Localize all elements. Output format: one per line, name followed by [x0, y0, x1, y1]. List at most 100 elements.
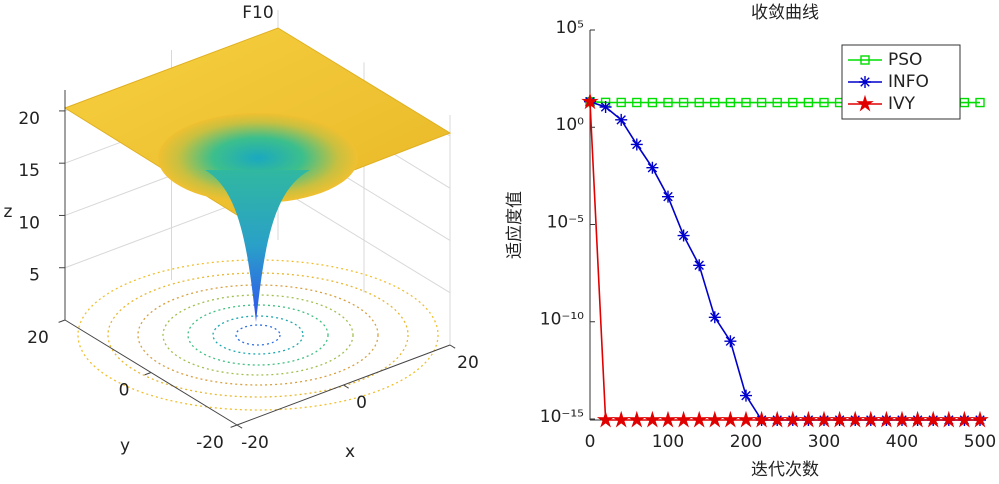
legend-label: IVY — [888, 94, 916, 114]
marker — [693, 259, 706, 272]
y-tick-label: 20 — [27, 328, 49, 348]
marker — [596, 410, 615, 428]
x-axis-label: x — [345, 442, 355, 462]
x-tick-label: 100 — [652, 432, 684, 452]
x-axis — [236, 344, 451, 426]
marker — [772, 97, 782, 108]
marker — [710, 97, 720, 108]
marker — [846, 410, 864, 428]
marker — [737, 410, 755, 428]
contour — [137, 284, 379, 386]
marker — [647, 97, 658, 108]
legend-marker — [859, 76, 871, 88]
x-tick-label: 200 — [730, 432, 762, 452]
series-line — [589, 100, 980, 421]
y-tick-label: 10⁵ — [556, 18, 584, 38]
chart-title: F10 — [242, 3, 273, 23]
marker — [893, 410, 911, 428]
tick-mark — [449, 344, 456, 349]
marker — [784, 410, 802, 428]
marker — [677, 229, 690, 242]
marker — [955, 410, 974, 428]
marker — [862, 410, 880, 428]
y-axis-label: 适应度值 — [505, 191, 525, 259]
marker — [924, 410, 942, 428]
contour — [162, 294, 354, 376]
tick-mark — [230, 424, 238, 428]
z-axis-label: z — [4, 202, 13, 222]
y-tick-label: 10⁰ — [556, 115, 585, 135]
marker — [741, 97, 751, 108]
marker — [830, 410, 849, 428]
z-tick-label: 10 — [18, 213, 40, 233]
marker — [690, 410, 708, 428]
x-tick-label: -20 — [241, 433, 269, 453]
x-tick-label: 500 — [964, 432, 996, 452]
contour — [212, 315, 304, 355]
y-tick-label: 0 — [119, 381, 130, 401]
marker — [877, 410, 896, 428]
marker — [940, 410, 958, 428]
marker — [959, 97, 970, 108]
y-axis-label: y — [120, 436, 130, 456]
marker — [663, 97, 673, 108]
legend-marker — [856, 94, 874, 112]
chart-title: 收敛曲线 — [751, 3, 819, 23]
contour — [187, 304, 329, 366]
marker — [662, 190, 674, 203]
marker — [724, 335, 737, 348]
tick-mark — [144, 372, 152, 376]
marker — [708, 311, 721, 324]
marker — [646, 161, 659, 174]
contour — [235, 324, 281, 346]
x-tick-label: 300 — [808, 432, 840, 452]
marker — [768, 410, 786, 428]
marker — [975, 97, 985, 108]
legend-label: PSO — [888, 50, 922, 70]
legend-marker — [860, 55, 870, 65]
marker — [725, 97, 736, 108]
marker — [752, 410, 771, 428]
marker — [615, 113, 628, 126]
marker — [971, 410, 989, 428]
x-axis-label: 迭代次数 — [751, 460, 819, 480]
marker — [721, 410, 740, 428]
y-tick-label: 10⁻¹⁰ — [540, 310, 584, 330]
marker — [659, 410, 677, 428]
x-tick-label: 0 — [585, 432, 596, 452]
y-axis — [64, 319, 238, 426]
series-line — [589, 101, 980, 421]
marker — [632, 97, 642, 108]
marker — [599, 100, 612, 113]
marker — [740, 389, 752, 402]
marker — [630, 138, 643, 151]
x-tick-label: 20 — [457, 353, 479, 373]
surface-panel: F10 x y z 5 10 15 20 -20 0 20 -20 0 20 — [4, 3, 479, 462]
marker — [706, 410, 724, 428]
marker — [612, 410, 630, 428]
x-tick-label: 0 — [356, 393, 367, 413]
marker — [616, 97, 626, 108]
marker — [581, 92, 599, 110]
line-panel: 收敛曲线 迭代次数 适应度值 10⁵ 10⁰ 10⁻⁵ 10⁻¹⁰ 10⁻¹⁵0 100 2… — [505, 3, 996, 480]
z-tick-label: 15 — [18, 161, 40, 181]
marker — [694, 97, 704, 108]
marker — [803, 97, 814, 108]
marker — [628, 410, 646, 428]
marker — [643, 410, 662, 428]
y-tick-label: -20 — [196, 433, 224, 453]
y-tick-label: 10⁻⁵ — [547, 212, 584, 232]
z-tick-label: 20 — [18, 109, 40, 129]
marker — [908, 410, 927, 428]
tick-mark — [58, 319, 66, 323]
marker — [819, 97, 829, 108]
marker — [674, 410, 693, 428]
marker — [815, 410, 833, 428]
marker — [678, 97, 689, 108]
y-tick-label: 10⁻¹⁵ — [540, 407, 584, 427]
surface-bowl — [158, 113, 358, 203]
marker — [799, 410, 818, 428]
surface-funnel — [205, 170, 310, 322]
